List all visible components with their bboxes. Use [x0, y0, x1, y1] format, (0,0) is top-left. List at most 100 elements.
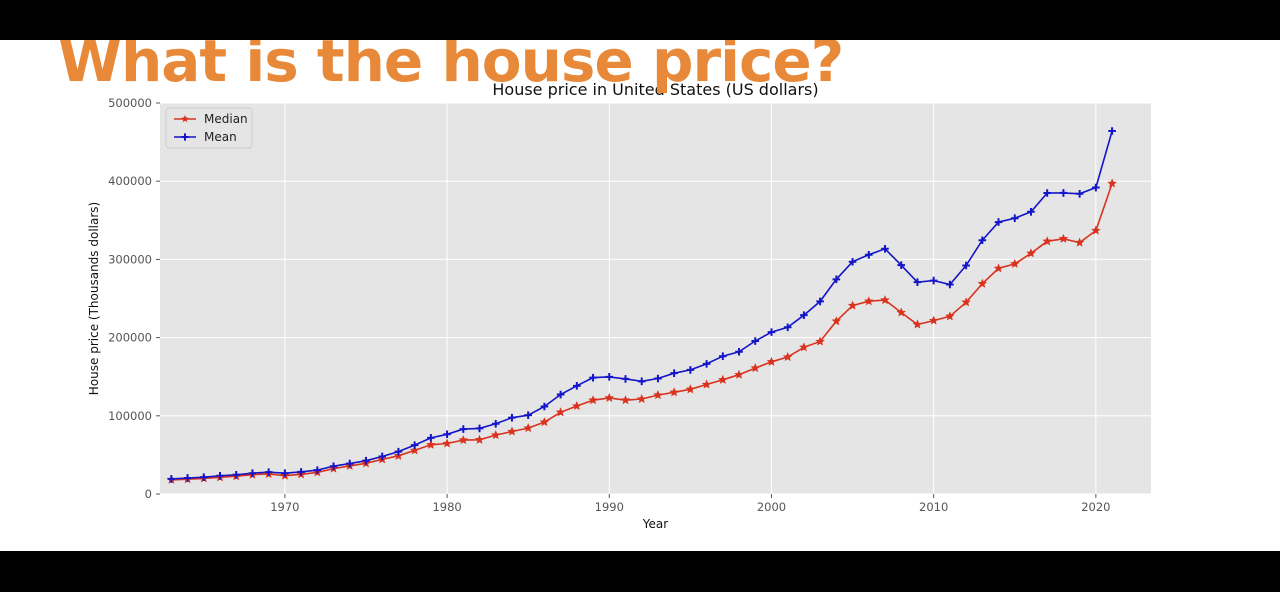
- median-point: [896, 307, 906, 317]
- median-point: [977, 278, 988, 288]
- mean-point: [491, 419, 500, 428]
- mean-point: [913, 278, 922, 286]
- y-tick-label: 500000: [108, 96, 152, 110]
- mean-point: [929, 276, 938, 285]
- mean-point: [556, 390, 565, 399]
- median-point: [620, 395, 631, 405]
- median-point: [539, 417, 550, 427]
- median-point: [523, 423, 533, 433]
- median-point: [1091, 225, 1101, 235]
- mean-point: [167, 475, 176, 483]
- x-tick-label: 2010: [919, 500, 948, 514]
- mean-point: [1010, 214, 1019, 222]
- mean-point: [686, 366, 695, 374]
- mean-point: [702, 360, 711, 368]
- mean-point: [394, 447, 403, 456]
- series-markers: [166, 127, 1117, 484]
- x-tick-label: 1990: [595, 500, 624, 514]
- mean-point: [751, 337, 760, 345]
- median-point: [636, 394, 647, 404]
- mean-point: [864, 250, 873, 259]
- median-point: [572, 401, 582, 411]
- median-point: [555, 407, 566, 417]
- mean-point: [783, 323, 792, 332]
- mean-point: [232, 470, 241, 479]
- median-point: [734, 369, 744, 379]
- median-point: [1010, 258, 1020, 268]
- mean-point: [1108, 127, 1116, 135]
- mean-point: [427, 434, 435, 442]
- mean-point: [735, 347, 743, 356]
- median-point: [442, 438, 452, 448]
- mean-point: [410, 441, 419, 449]
- mean-point: [540, 402, 549, 411]
- mean-point: [654, 374, 662, 383]
- x-tick-label: 2000: [757, 500, 786, 514]
- mean-point: [524, 411, 532, 419]
- plot-area: [160, 103, 1151, 494]
- mean-point: [670, 369, 678, 377]
- legend: Median Mean: [165, 107, 253, 149]
- x-tick-label: 1980: [432, 500, 461, 514]
- mean-point: [832, 275, 841, 284]
- median-point: [653, 390, 663, 400]
- median-point: [847, 300, 858, 310]
- mean-point: [378, 452, 387, 461]
- legend-mean-label: Mean: [204, 130, 237, 144]
- mean-point: [719, 352, 727, 361]
- median-point: [474, 434, 485, 444]
- median-point: [490, 430, 501, 440]
- median-point: [750, 363, 760, 373]
- mean-point: [573, 382, 581, 390]
- mean-point: [1027, 207, 1035, 216]
- median-point: [718, 374, 728, 384]
- mean-point: [800, 311, 808, 319]
- y-tick-label: 300000: [108, 252, 152, 266]
- mean-point: [443, 430, 451, 439]
- mean-point: [329, 462, 338, 471]
- mean-point: [264, 468, 273, 476]
- legend-median-label: Median: [204, 112, 248, 126]
- mean-point: [994, 218, 1003, 226]
- median-point: [945, 311, 955, 321]
- y-axis-ticks: 0 100000 200000 300000 400000 500000: [108, 96, 160, 501]
- chart-title: House price in United States (US dollars…: [492, 80, 818, 99]
- median-point: [1058, 233, 1069, 243]
- median-point: [961, 297, 971, 307]
- median-point: [701, 379, 712, 389]
- slide: 1970 1980 1990 2000 2010 2020 0 100000 200000 30…: [0, 40, 1280, 551]
- x-axis-label: Year: [642, 517, 668, 531]
- mean-point: [281, 469, 289, 477]
- median-point: [604, 392, 615, 402]
- mean-point: [816, 297, 824, 306]
- mean-point: [508, 413, 516, 422]
- median-point: [1107, 178, 1117, 188]
- y-tick-label: 400000: [108, 174, 152, 188]
- median-point: [1042, 236, 1052, 246]
- median-point: [766, 356, 777, 366]
- mean-point: [362, 456, 370, 465]
- mean-point: [637, 377, 646, 386]
- mean-point: [199, 473, 208, 481]
- mean-point: [459, 425, 468, 433]
- mean-point: [897, 261, 906, 269]
- median-point: [864, 296, 874, 306]
- mean-point: [1075, 189, 1084, 198]
- median-point: [782, 352, 793, 362]
- mean-point: [216, 471, 224, 480]
- median-point: [669, 387, 679, 397]
- y-tick-label: 200000: [108, 331, 152, 345]
- median-point: [1074, 237, 1085, 247]
- x-tick-label: 1970: [270, 500, 299, 514]
- mean-point: [848, 257, 857, 266]
- median-point: [426, 439, 436, 449]
- median-point: [912, 319, 923, 329]
- mean-point: [767, 328, 776, 336]
- median-point: [993, 263, 1004, 273]
- median-point: [685, 384, 696, 394]
- mean-point: [881, 244, 889, 253]
- house-price-chart: 1970 1980 1990 2000 2010 2020 0 100000 200000 30…: [87, 80, 1151, 531]
- median-point: [928, 315, 939, 325]
- mean-point: [589, 373, 597, 382]
- x-tick-label: 2020: [1081, 500, 1110, 514]
